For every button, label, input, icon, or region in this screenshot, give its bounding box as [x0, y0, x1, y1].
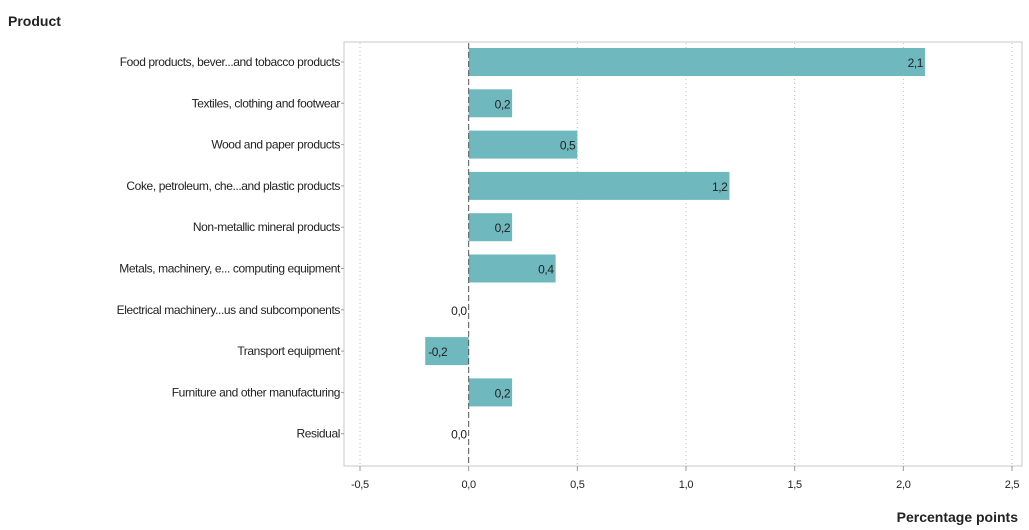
- x-tick-label: 2,0: [896, 479, 911, 491]
- category-label: Wood and paper products: [211, 138, 340, 152]
- bar: [468, 213, 513, 242]
- bar: [425, 337, 469, 366]
- x-tick-label: 0,0: [461, 479, 476, 491]
- x-axis-title: Percentage points: [897, 509, 1019, 525]
- data-labels: 2,1 0,2 0,5 1,2 0,2 0,4 0,0 -0,2 0,2 0,0: [428, 56, 924, 442]
- data-label: 0,0: [451, 428, 467, 442]
- data-label: 0,0: [451, 304, 467, 318]
- plot-area: [343, 41, 1023, 467]
- category-label: Residual: [297, 427, 341, 441]
- x-tick-label: 1,5: [787, 479, 802, 491]
- y-axis-title: Product: [8, 13, 61, 29]
- category-label: Electrical machinery...us and subcompone…: [117, 303, 341, 317]
- category-label: Non-metallic mineral products: [193, 220, 341, 234]
- data-label: -0,2: [428, 345, 448, 359]
- bar: [468, 48, 926, 76]
- category-label: Furniture and other manufacturing: [172, 385, 340, 399]
- x-axis-ticks: -0,5 0,0 0,5 1,0 1,5 2,0 2,5: [351, 466, 1020, 491]
- x-tick-label: 2,5: [1005, 479, 1020, 491]
- bar: [468, 130, 578, 159]
- bar: [468, 254, 556, 283]
- data-label: 0,4: [538, 263, 554, 277]
- data-label: 0,2: [495, 97, 511, 111]
- category-labels: Food products, bever...and tobacco produ…: [117, 55, 344, 441]
- category-label: Coke, petroleum, che...and plastic produ…: [126, 179, 340, 193]
- bars: [425, 48, 926, 407]
- data-label: 0,5: [560, 139, 576, 153]
- data-label: 0,2: [495, 386, 511, 400]
- data-label: 2,1: [908, 56, 924, 70]
- x-tick-label: -0,5: [351, 479, 369, 491]
- category-label: Transport equipment: [237, 344, 341, 358]
- bar: [468, 171, 730, 200]
- x-tick-label: 1,0: [679, 479, 694, 491]
- grid-lines: [359, 43, 1013, 465]
- x-tick-label: 0,5: [570, 479, 585, 491]
- data-label: 0,2: [495, 221, 511, 235]
- bar: [468, 89, 513, 118]
- category-label: Metals, machinery, e... computing equipm…: [119, 262, 341, 276]
- category-label: Food products, bever...and tobacco produ…: [120, 55, 341, 69]
- bar: [468, 378, 513, 407]
- data-label: 1,2: [712, 180, 728, 194]
- category-label: Textiles, clothing and footwear: [192, 96, 341, 110]
